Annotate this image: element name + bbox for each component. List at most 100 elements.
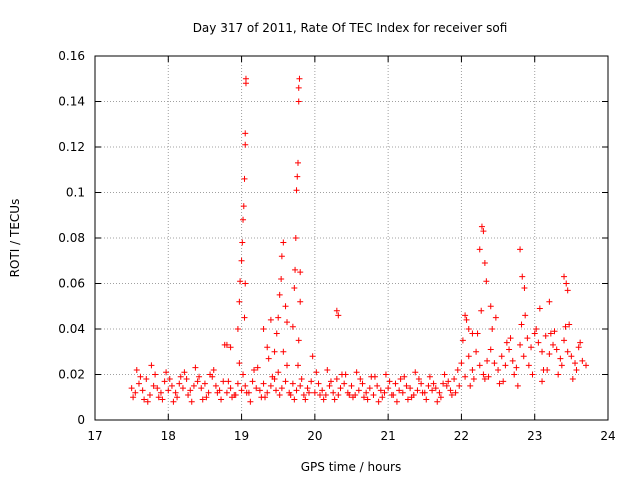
data-point <box>440 380 447 387</box>
data-point <box>564 348 571 355</box>
data-point <box>289 380 296 387</box>
data-point <box>253 385 260 392</box>
data-point <box>155 394 162 401</box>
data-point <box>242 141 249 148</box>
data-point <box>282 378 289 385</box>
data-point <box>229 394 236 401</box>
data-point <box>557 355 564 362</box>
data-point <box>260 380 267 387</box>
data-point <box>139 387 146 394</box>
data-point <box>572 360 579 367</box>
data-point <box>241 314 248 321</box>
data-point <box>150 382 157 389</box>
data-point <box>561 273 568 280</box>
data-point <box>568 353 575 360</box>
data-point <box>302 396 309 403</box>
data-point <box>407 385 414 392</box>
data-point <box>448 391 455 398</box>
x-tick-label: 18 <box>161 429 176 443</box>
data-point <box>196 373 203 380</box>
data-point <box>517 246 524 253</box>
data-point <box>462 373 469 380</box>
data-point <box>491 360 498 367</box>
data-point <box>292 266 299 273</box>
data-point <box>331 396 338 403</box>
data-point <box>492 314 499 321</box>
data-point <box>223 341 230 348</box>
data-point <box>242 382 249 389</box>
data-point <box>487 346 494 353</box>
data-point <box>313 369 320 376</box>
data-point <box>128 385 135 392</box>
data-point <box>335 312 342 319</box>
data-point <box>238 257 245 264</box>
data-point <box>392 380 399 387</box>
data-point <box>170 398 177 405</box>
data-point <box>386 378 393 385</box>
data-point <box>292 235 299 241</box>
data-point <box>238 387 245 394</box>
data-point <box>179 385 186 392</box>
data-point <box>357 376 364 383</box>
y-tick-label: 0.02 <box>58 368 85 382</box>
x-tick-label: 20 <box>307 429 322 443</box>
data-point <box>368 373 375 380</box>
data-point <box>338 371 345 378</box>
data-point <box>154 385 161 392</box>
data-point <box>374 382 381 389</box>
data-point <box>503 339 510 346</box>
y-tick-label: 0.08 <box>58 231 85 245</box>
data-point <box>467 382 474 389</box>
data-point <box>273 330 280 337</box>
data-point <box>364 396 371 403</box>
data-point <box>551 328 558 335</box>
data-point <box>316 391 323 398</box>
data-point <box>333 307 340 314</box>
data-point <box>276 391 283 398</box>
data-point <box>132 389 139 396</box>
y-tick-labels: 0 0.02 0.04 0.06 0.08 0.1 0.12 0.14 0.16 <box>58 49 85 427</box>
data-point <box>330 389 337 396</box>
data-point <box>294 173 301 180</box>
data-point <box>359 380 366 387</box>
y-tick-label: 0.06 <box>58 277 85 291</box>
data-point <box>502 362 509 369</box>
data-point <box>267 382 274 389</box>
data-point <box>166 376 173 383</box>
x-tick-label: 22 <box>454 429 469 443</box>
data-point <box>465 326 472 332</box>
data-point <box>137 373 144 380</box>
data-point <box>284 319 291 326</box>
data-point <box>181 369 188 376</box>
data-point <box>201 380 208 387</box>
data-point <box>192 364 199 371</box>
data-point <box>326 382 333 389</box>
x-tick-label: 23 <box>527 429 542 443</box>
data-point <box>198 385 205 392</box>
data-point <box>220 378 227 385</box>
data-point <box>529 371 536 378</box>
data-point <box>474 330 481 337</box>
data-point <box>349 394 356 401</box>
data-point <box>225 378 232 385</box>
data-point <box>177 373 184 380</box>
data-point <box>404 396 411 403</box>
data-point <box>291 396 298 403</box>
data-point <box>381 389 388 396</box>
data-point <box>393 398 400 405</box>
data-point <box>539 348 546 355</box>
data-point <box>370 391 377 398</box>
data-point <box>415 376 422 383</box>
x-tick-label: 19 <box>234 429 249 443</box>
y-axis-label: ROTI / TECUs <box>8 199 22 278</box>
data-point <box>569 376 576 383</box>
data-point <box>414 387 421 394</box>
data-point <box>234 326 241 332</box>
chart-title: Day 317 of 2011, Rate Of TEC Index for r… <box>193 21 508 35</box>
data-point <box>165 387 172 394</box>
data-point <box>214 389 221 396</box>
data-point <box>562 323 569 330</box>
data-point <box>341 380 348 387</box>
data-point <box>194 378 201 385</box>
data-point <box>273 387 280 394</box>
